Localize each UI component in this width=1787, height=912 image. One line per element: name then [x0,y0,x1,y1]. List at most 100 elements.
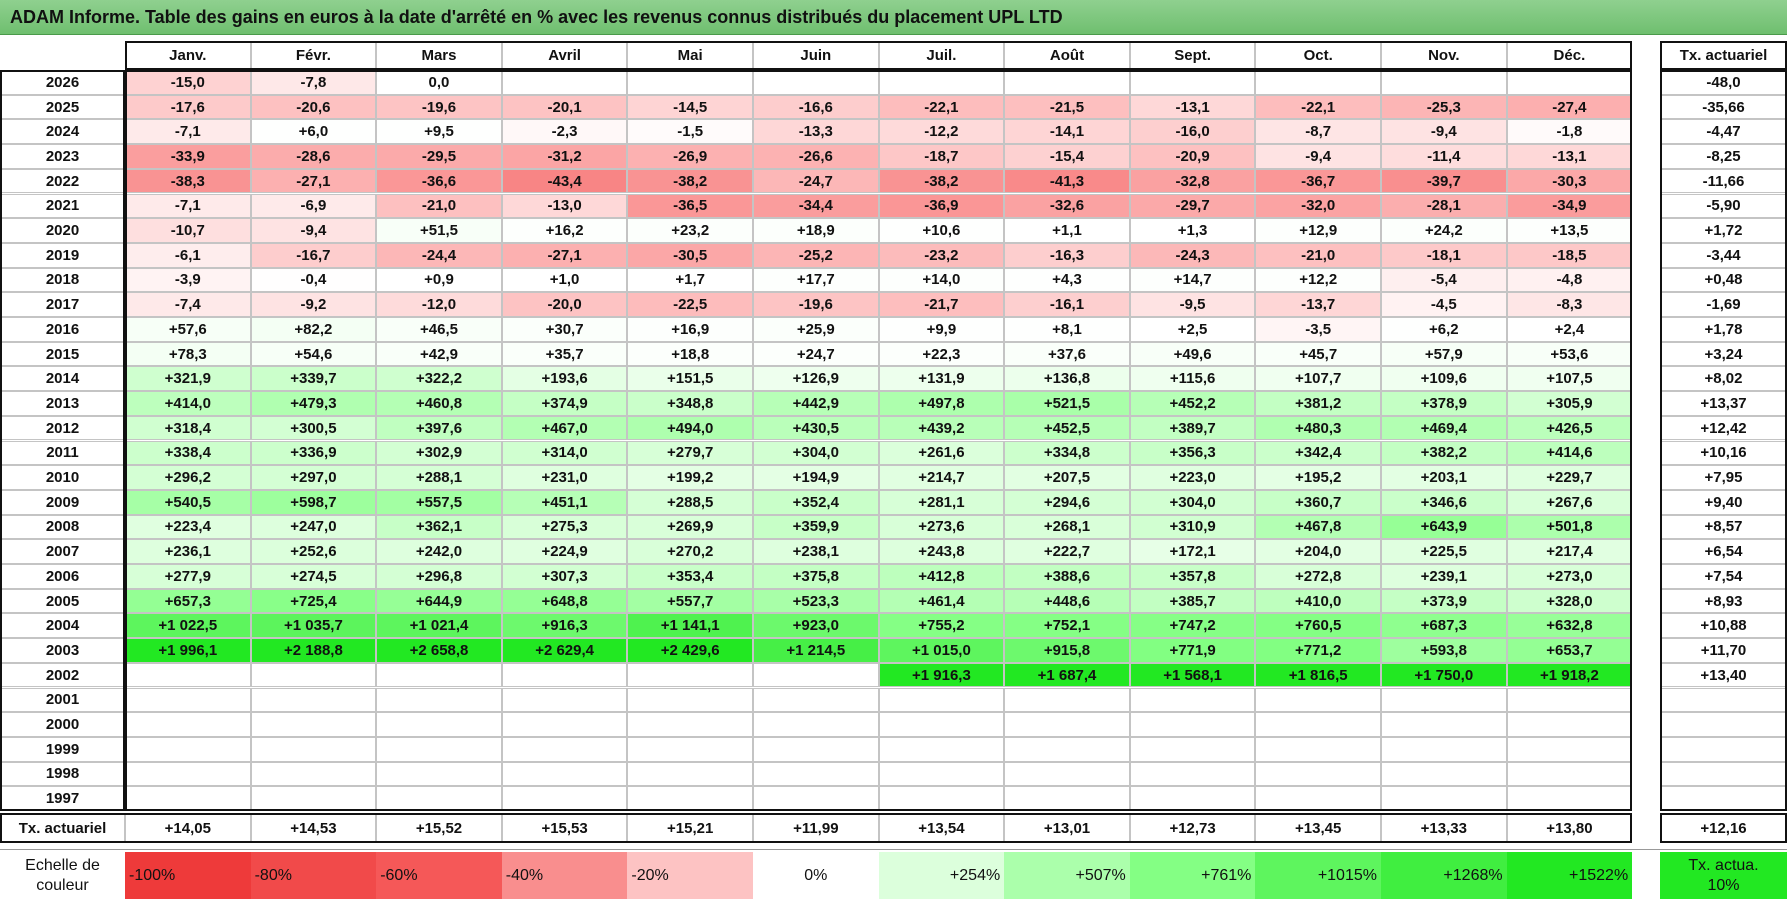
year-label: 1997 [0,786,125,811]
gain-cell: -36,7 [1255,168,1381,194]
gain-cell [878,712,1005,737]
rate-cell: +10,88 [1660,613,1787,639]
gain-cell: +1 141,1 [627,613,753,639]
gain-cell: +760,5 [1255,613,1381,639]
gain-cell: +115,6 [1129,366,1256,392]
gain-cell: +14,0 [878,267,1005,293]
gain-cell: +439,2 [878,415,1005,441]
gain-cell: +9,9 [878,317,1005,342]
gain-cell: +23,2 [627,218,753,243]
gain-cell: +1 816,5 [1255,662,1381,688]
footer-cell: +14,53 [250,813,377,843]
gain-cell: -15,4 [1004,144,1130,169]
gain-cell: +16,2 [501,218,628,243]
gain-cell [250,662,377,688]
gain-cell: -27,4 [1506,94,1633,120]
rate-cell: -5,90 [1660,193,1787,219]
gain-cell: +267,6 [1506,489,1633,515]
rate-cell: +3,24 [1660,341,1787,367]
gain-cell: -14,5 [627,94,753,120]
gain-cell: +242,0 [376,539,502,564]
scale-step: +1015% [1255,852,1381,899]
gain-cell: +388,6 [1004,564,1130,589]
gain-cell: -43,4 [501,168,628,194]
gain-cell: +275,3 [501,514,628,540]
gain-cell: +305,9 [1506,391,1633,416]
gain-cell: +57,9 [1381,341,1507,367]
gain-cell: +771,9 [1129,638,1256,663]
gain-cell: -18,1 [1381,242,1507,268]
gain-cell [753,736,879,762]
rate-cell: -48,0 [1660,70,1787,95]
gain-cell: +385,7 [1129,588,1256,614]
gain-cell: -9,4 [1381,119,1507,145]
scale-step: +1268% [1381,852,1507,899]
gain-cell: -3,9 [125,267,251,293]
gain-cell: +375,8 [753,564,879,589]
gain-cell [1255,736,1381,762]
gain-cell: +378,9 [1381,391,1507,416]
year-label: 2014 [0,366,125,392]
gain-cell: +22,3 [878,341,1005,367]
gain-cell [1004,736,1130,762]
rate-cell: +12,42 [1660,415,1787,441]
gain-cell: +1 918,2 [1506,662,1633,688]
gain-cell: +217,4 [1506,539,1633,564]
gain-cell: -18,5 [1506,242,1633,268]
footer-cell: +13,45 [1255,813,1381,843]
gain-cell: +322,2 [376,366,502,392]
gain-cell: -22,1 [1255,94,1381,120]
rate-cell: -3,44 [1660,242,1787,268]
gain-cell: +281,1 [878,489,1005,515]
gain-cell: +78,3 [125,341,251,367]
year-label: 2012 [0,415,125,441]
gain-cell: -32,0 [1255,193,1381,219]
gain-cell: +479,3 [250,391,377,416]
rate-cell: +11,70 [1660,638,1787,663]
gain-cell: -7,4 [125,292,251,317]
gain-cell [376,687,502,713]
gain-cell: -29,7 [1129,193,1256,219]
gain-cell [1129,761,1256,787]
gain-cell [753,662,879,688]
gain-cell: +460,8 [376,391,502,416]
gain-cell: +1,0 [501,267,628,293]
gain-cell: -28,6 [250,144,377,169]
gain-cell: +373,9 [1381,588,1507,614]
gain-cell [627,786,753,811]
gain-cell: -36,6 [376,168,502,194]
gain-cell [1506,761,1633,787]
gain-cell: -26,9 [627,144,753,169]
year-label: 2003 [0,638,125,663]
gain-cell: +304,0 [1129,489,1256,515]
gain-cell [1004,761,1130,787]
year-label: 2015 [0,341,125,367]
gain-cell: +204,0 [1255,539,1381,564]
gain-cell: +452,2 [1129,391,1256,416]
gain-cell: +644,9 [376,588,502,614]
gain-cell: +10,6 [878,218,1005,243]
gain-cell: +1 214,5 [753,638,879,663]
gain-cell: +381,2 [1255,391,1381,416]
gain-cell [1129,687,1256,713]
gain-cell [878,761,1005,787]
gain-cell: -7,1 [125,193,251,219]
rate-cell: +8,02 [1660,366,1787,392]
gain-cell: +16,9 [627,317,753,342]
gain-cell: +1 015,0 [878,638,1005,663]
gain-cell [1004,687,1130,713]
year-label: 2004 [0,613,125,639]
scale-step: +507% [1004,852,1130,899]
gain-cell: +288,5 [627,489,753,515]
gain-cell: +45,7 [1255,341,1381,367]
gain-cell [627,761,753,787]
year-label: 2010 [0,465,125,490]
gain-cell: +2,5 [1129,317,1256,342]
gain-cell: -36,9 [878,193,1005,219]
gain-cell: +225,5 [1381,539,1507,564]
footer-cell: +13,01 [1004,813,1130,843]
gain-cell: +1 996,1 [125,638,251,663]
rate-cell [1660,736,1787,762]
gain-cell: +2 629,4 [501,638,628,663]
gain-cell: +314,0 [501,440,628,466]
